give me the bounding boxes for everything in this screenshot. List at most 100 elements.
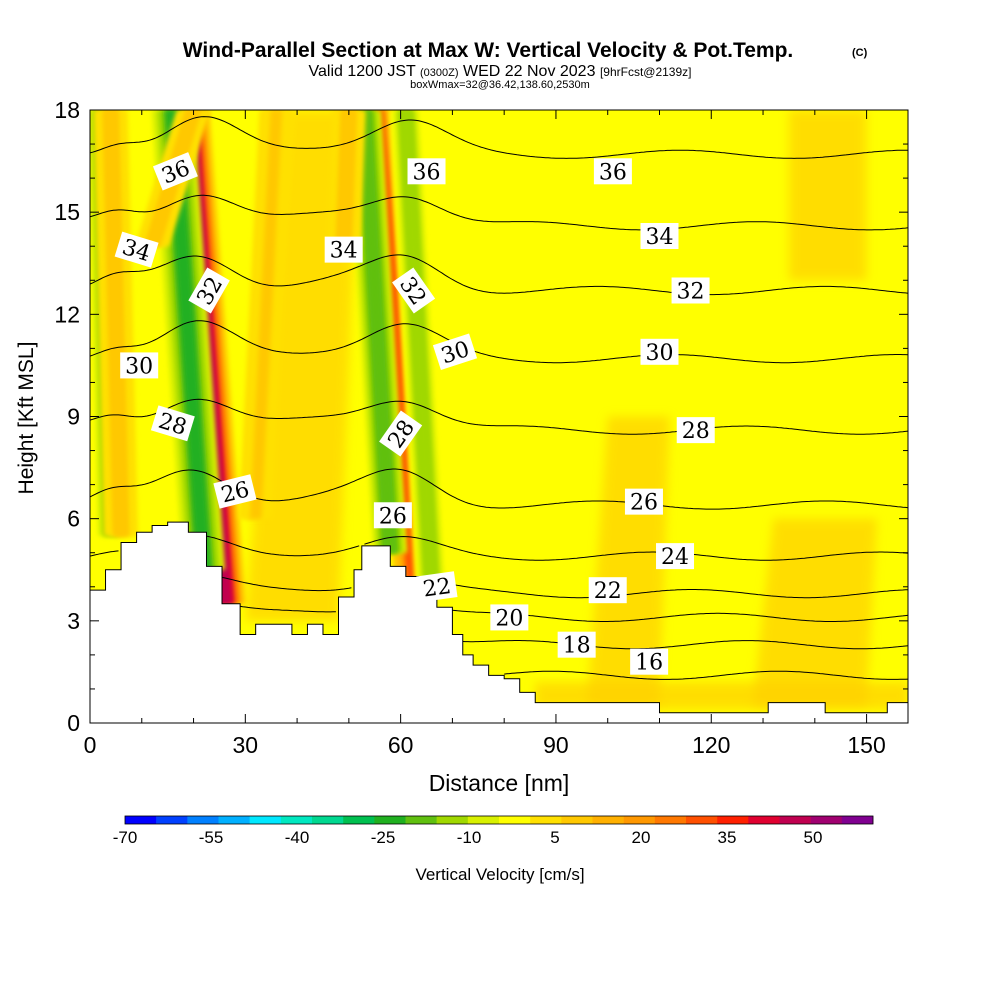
colorbar-swatch: [779, 816, 811, 824]
colorbar-label: Vertical Velocity [cm/s]: [415, 865, 584, 884]
colorbar-swatch: [436, 816, 469, 824]
y-tick-label: 0: [67, 710, 80, 736]
colorbar-frame: [124, 815, 874, 825]
downdraft-band: [388, 110, 449, 587]
isentrope-34: [90, 194, 908, 231]
isentrope-18: [462, 640, 908, 650]
isentrope-32: [90, 254, 908, 296]
colorbar-tick-label: -70: [113, 828, 138, 847]
colorbar-swatch: [561, 816, 593, 824]
y-tick-label: 12: [54, 301, 80, 327]
updraft-band: [326, 110, 366, 247]
y-axis-label: Height [Kft MSL]: [15, 342, 38, 495]
x-axis-label: Distance [nm]: [429, 770, 570, 796]
svg-text:26: 26: [379, 504, 407, 529]
colorbar-swatch: [343, 816, 375, 824]
colorbar-tick-label: -55: [199, 828, 224, 847]
updraft-band: [93, 110, 139, 536]
y-tick-label: 6: [67, 506, 80, 532]
svg-text:26: 26: [630, 491, 658, 516]
svg-text:36: 36: [599, 160, 627, 185]
colorbar-tick-label: 5: [550, 828, 559, 847]
colorbar-swatch: [125, 816, 157, 824]
utc-time: (0300Z): [420, 67, 459, 79]
contour-label: 26: [624, 488, 663, 516]
contour-label: 30: [640, 338, 679, 366]
colorbar-tick-label: 20: [632, 828, 651, 847]
contour-labels: 3634302832263436323028262236343230282624…: [114, 152, 715, 676]
contour-label: 26: [373, 502, 412, 529]
svg-text:30: 30: [645, 341, 673, 366]
y-tick-label: 3: [67, 608, 80, 634]
svg-text:16: 16: [635, 651, 663, 676]
x-tick-label: 30: [233, 732, 259, 758]
colorbar-swatch: [374, 816, 406, 824]
colorbar-tick-label: -40: [285, 828, 310, 847]
contour-label: 30: [120, 352, 159, 379]
colorbar-swatch: [156, 816, 188, 824]
svg-text:34: 34: [645, 225, 673, 250]
colorbar-tick-label: -10: [457, 828, 482, 847]
svg-text:36: 36: [413, 160, 441, 185]
contour-label: 22: [416, 571, 458, 603]
band-layer: [165, 110, 212, 570]
colorbar-swatch: [405, 816, 437, 824]
colorbar-swatch: [810, 816, 843, 824]
svg-text:34: 34: [330, 239, 358, 264]
colorbar-swatch: [187, 816, 219, 824]
colorbar-swatch: [249, 816, 282, 824]
band-layer: [400, 110, 438, 587]
isentrope-36: [90, 116, 908, 159]
contour-label: 32: [671, 277, 710, 304]
valid-date: WED 22 Nov 2023: [463, 63, 596, 80]
x-tick-label: 60: [388, 732, 414, 758]
x-tick-label: 150: [847, 732, 885, 758]
svg-text:24: 24: [661, 545, 689, 570]
colorbar-swatch: [623, 816, 656, 824]
contour-label: 34: [640, 223, 679, 250]
forecast-info: [9hrFcst@2139z]: [600, 65, 692, 79]
contour-label: 36: [407, 158, 446, 185]
svg-text:32: 32: [677, 279, 705, 304]
x-tick-label: 90: [543, 732, 569, 758]
title-mark: (C): [852, 47, 868, 59]
contour-label: 18: [557, 631, 596, 659]
x-tick-label: 0: [84, 732, 97, 758]
colorbar-swatch: [686, 816, 718, 824]
colorbar-swatch: [312, 816, 344, 824]
contour-label: 16: [630, 648, 669, 676]
isentrope-30: [90, 320, 908, 364]
plot-area: 3634302832263436323028262236343230282624…: [90, 110, 908, 723]
box-wmax-text: boxWmax=32@36.42,138.60,2530m: [410, 79, 590, 91]
svg-text:18: 18: [563, 634, 591, 659]
contour-label: 24: [656, 543, 695, 570]
y-tick-label: 15: [54, 199, 80, 225]
contour-label: 34: [324, 236, 363, 264]
x-tick-label: 120: [692, 732, 730, 758]
colorbar-tick-label: -25: [371, 828, 396, 847]
weak-updraft-patch: [752, 518, 877, 706]
svg-text:22: 22: [421, 574, 452, 603]
svg-text:22: 22: [594, 579, 622, 604]
chart-title: Wind-Parallel Section at Max W: Vertical…: [183, 39, 794, 62]
valid-time: Valid 1200 JST: [309, 63, 417, 80]
isentrope-22: [221, 576, 908, 599]
colorbar-tick-label: 50: [804, 828, 823, 847]
contour-label: 22: [588, 577, 627, 604]
isentrope-24: [90, 535, 908, 561]
svg-text:28: 28: [682, 419, 710, 444]
weak-updraft-patch: [788, 110, 867, 281]
colorbar-swatch: [280, 816, 313, 824]
chart-subtitle: Valid 1200 JST (0300Z) WED 22 Nov 2023 […: [309, 63, 692, 80]
colorbar-swatch: [841, 816, 874, 824]
colorbar-swatch: [748, 816, 780, 824]
contour-label: 36: [593, 158, 632, 185]
contour-label: 28: [676, 417, 715, 444]
y-tick-label: 18: [54, 97, 80, 123]
y-tick-label: 9: [67, 404, 80, 430]
colorbar-swatch: [499, 816, 531, 824]
contour-label: 20: [490, 604, 529, 631]
colorbar-swatch: [467, 816, 500, 824]
